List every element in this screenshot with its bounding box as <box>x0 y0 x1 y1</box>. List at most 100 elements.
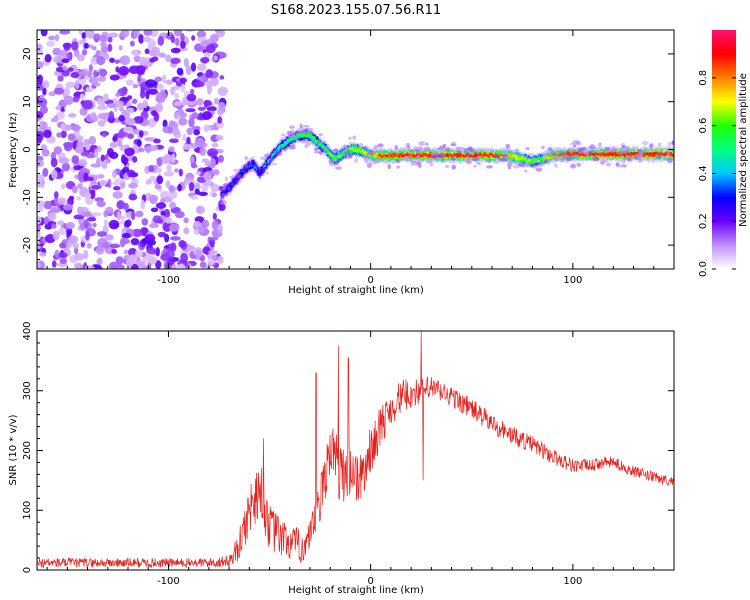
trace-cell <box>489 152 491 155</box>
noise-blob <box>164 250 175 259</box>
noise-blob <box>81 32 87 39</box>
trace-cell <box>298 135 300 138</box>
noise-blob <box>178 240 186 248</box>
trace-cell <box>233 177 236 184</box>
noise-blob <box>85 30 93 39</box>
trace-cell <box>600 153 603 158</box>
noise-blob <box>62 65 68 71</box>
trace-cell <box>378 153 380 156</box>
trace-cell <box>456 152 458 155</box>
trace-cell <box>376 154 378 157</box>
noise-blob <box>78 70 89 77</box>
noise-blob <box>39 105 48 114</box>
trace-cell <box>652 152 654 155</box>
trace-halo <box>576 162 582 168</box>
trace-cell <box>601 153 604 158</box>
trace-cell <box>571 152 573 156</box>
trace-cell <box>265 163 268 166</box>
noise-blob <box>203 99 212 107</box>
noise-blob <box>108 110 115 120</box>
trace-halo <box>592 156 599 162</box>
noise-blob <box>125 257 134 268</box>
noise-blob <box>207 148 219 158</box>
trace-cell <box>279 144 281 149</box>
trace-cell <box>257 171 260 174</box>
colorbar-tick-label: 0.0 <box>698 261 709 277</box>
noise-blob <box>217 255 224 265</box>
noise-blob <box>163 170 174 177</box>
trace-halo <box>554 163 558 168</box>
trace-halo <box>244 163 249 169</box>
trace-cell <box>402 154 405 157</box>
noise-blob <box>165 180 171 189</box>
noise-blob <box>208 170 215 176</box>
noise-blob <box>193 182 201 191</box>
trace-cell <box>610 154 613 157</box>
noise-blob <box>145 79 157 87</box>
trace-cell <box>596 153 599 156</box>
trace-halo <box>667 141 672 147</box>
noise-blob <box>97 199 102 207</box>
trace-cell <box>480 154 482 157</box>
noise-blob <box>112 191 123 199</box>
trace-cell <box>420 154 423 157</box>
noise-blob <box>162 153 173 164</box>
trace-halo <box>259 156 267 161</box>
trace-cell <box>523 158 526 161</box>
trace-halo <box>419 148 426 152</box>
trace-cell <box>380 155 382 158</box>
trace-cell <box>330 154 333 159</box>
trace-cell <box>463 155 465 158</box>
trace-halo <box>535 167 543 172</box>
noise-blob <box>116 200 125 210</box>
trace-cell <box>508 153 511 157</box>
trace-cell <box>646 153 648 157</box>
noise-blob <box>180 40 186 49</box>
noise-blob <box>41 80 50 89</box>
noise-blob <box>98 174 105 179</box>
noise-blob <box>205 44 216 54</box>
trace-cell <box>390 154 392 157</box>
noise-blob <box>185 65 192 76</box>
noise-blob <box>53 191 59 199</box>
trace-cell <box>285 142 287 145</box>
noise-blob <box>92 82 101 87</box>
trace-cell <box>258 173 261 177</box>
noise-blob <box>96 55 106 66</box>
trace-halo <box>475 151 480 155</box>
noise-blob <box>138 261 146 268</box>
noise-blob <box>151 56 159 62</box>
trace-cell <box>307 133 309 136</box>
trace-halo <box>457 150 462 155</box>
trace-cell <box>596 151 599 155</box>
trace-cell <box>652 153 654 157</box>
trace-halo <box>364 158 368 164</box>
trace-halo <box>436 147 444 150</box>
noise-blob <box>53 197 59 205</box>
noise-blob <box>82 99 93 110</box>
noise-blob <box>86 217 97 222</box>
noise-blob <box>214 30 223 34</box>
trace-halo <box>396 165 400 169</box>
noise-blob <box>188 182 195 192</box>
noise-blob <box>162 92 168 99</box>
trace-cell <box>427 153 430 157</box>
noise-blob <box>102 241 110 250</box>
trace-cell <box>540 157 543 162</box>
trace-halo <box>348 153 353 159</box>
noise-blob <box>217 86 228 96</box>
trace-cell <box>605 153 608 156</box>
noise-blob <box>173 111 181 120</box>
trace-cell <box>426 155 429 158</box>
trace-cell <box>327 151 330 154</box>
trace-cell <box>349 147 352 154</box>
noise-blob <box>211 142 219 148</box>
trace-cell <box>237 177 240 180</box>
trace-cell <box>226 189 229 192</box>
trace-cell <box>613 152 616 155</box>
noise-blob <box>38 120 46 131</box>
trace-cell <box>291 137 293 142</box>
trace-cell <box>608 152 611 155</box>
trace-cell <box>261 168 264 171</box>
trace-cell <box>290 137 292 144</box>
